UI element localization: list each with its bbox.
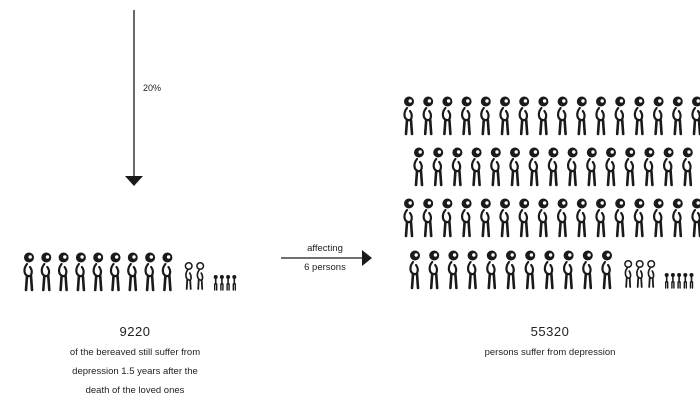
percent-label: 20%: [143, 83, 162, 93]
down-arrow-head: [125, 176, 143, 186]
person-icon: [601, 250, 612, 290]
person-icon: [403, 198, 414, 238]
person-icon: [58, 252, 69, 292]
person-icon: [75, 252, 86, 292]
person-icon: [562, 250, 574, 290]
person-icon-small: [683, 273, 688, 289]
person-icon: [595, 96, 606, 136]
person-icon: [441, 198, 453, 238]
person-icon: [624, 147, 636, 187]
person-icon: [432, 147, 444, 187]
person-icon-small: [213, 275, 218, 291]
person-icon: [127, 252, 138, 292]
person-icon: [428, 250, 440, 290]
person-icon: [471, 147, 482, 187]
person-icon: [161, 252, 173, 292]
person-icon-small: [232, 275, 237, 291]
person-icon: [586, 147, 597, 187]
person-icon-small: [670, 273, 675, 289]
person-icon: [537, 198, 549, 238]
person-icon: [537, 96, 549, 136]
person-icon: [499, 198, 510, 238]
person-icon: [672, 96, 683, 136]
person-icon-partial: [184, 261, 193, 290]
left-number: 9220: [119, 324, 151, 339]
right-caption-line-1: persons suffer from depression: [484, 347, 616, 358]
arrow-label-persons: 6 persons: [304, 262, 346, 273]
person-icon: [682, 147, 693, 187]
person-icon: [480, 96, 491, 136]
person-icon-partial: [624, 259, 633, 288]
left-person-icons: [23, 252, 237, 292]
person-icon: [441, 96, 453, 136]
person-icon: [447, 250, 459, 290]
arrow-label-affecting: affecting: [307, 243, 343, 254]
left-caption-line-3: death of the loved ones: [85, 385, 185, 396]
person-icon: [422, 96, 434, 136]
person-icon-small: [219, 275, 224, 291]
person-icon: [403, 96, 414, 136]
person-icon: [528, 147, 540, 187]
person-icon-partial: [196, 261, 205, 290]
person-icon: [144, 252, 156, 292]
right-arrow-head: [362, 250, 372, 266]
person-icon: [461, 198, 472, 238]
person-icon: [672, 198, 683, 238]
person-icon: [576, 198, 587, 238]
person-icon: [556, 96, 568, 136]
person-icon: [109, 252, 121, 292]
person-icon-small: [689, 273, 694, 289]
person-icon: [582, 250, 593, 290]
person-icon: [451, 147, 463, 187]
person-icon: [92, 252, 104, 292]
person-icon: [691, 96, 700, 136]
person-icon: [490, 147, 501, 187]
person-icon: [652, 198, 664, 238]
person-icon: [499, 96, 510, 136]
person-icon: [518, 96, 530, 136]
person-icon: [566, 147, 578, 187]
person-icon: [422, 198, 434, 238]
person-icon-partial: [647, 259, 656, 288]
person-icon-small: [664, 273, 669, 289]
person-icon: [461, 96, 472, 136]
person-icon: [23, 252, 34, 292]
person-icon: [556, 198, 568, 238]
person-icon: [518, 198, 530, 238]
person-icon: [40, 252, 52, 292]
person-icon: [480, 198, 491, 238]
person-icon: [505, 250, 516, 290]
person-icon: [614, 96, 626, 136]
person-icon: [509, 147, 520, 187]
person-icon: [576, 96, 587, 136]
person-icon: [652, 96, 664, 136]
person-icon: [547, 147, 559, 187]
person-icon: [595, 198, 606, 238]
person-icon: [614, 198, 626, 238]
person-icon: [691, 198, 700, 238]
person-icon: [543, 250, 555, 290]
person-icon: [413, 147, 424, 187]
person-icon: [633, 198, 645, 238]
person-icon-small: [677, 273, 682, 289]
person-icon-partial: [635, 259, 644, 288]
right-person-icons: [403, 96, 700, 290]
person-icon: [409, 250, 420, 290]
person-icon: [486, 250, 497, 290]
person-icon: [643, 147, 655, 187]
left-caption-line-1: of the bereaved still suffer from: [69, 347, 201, 358]
person-icon: [524, 250, 536, 290]
person-icon: [633, 96, 645, 136]
left-caption-line-2: depression 1.5 years after the: [72, 366, 198, 377]
person-icon: [467, 250, 478, 290]
person-icon: [662, 147, 674, 187]
person-icon: [605, 147, 616, 187]
person-icon-small: [226, 275, 231, 291]
right-number: 55320: [530, 324, 570, 339]
